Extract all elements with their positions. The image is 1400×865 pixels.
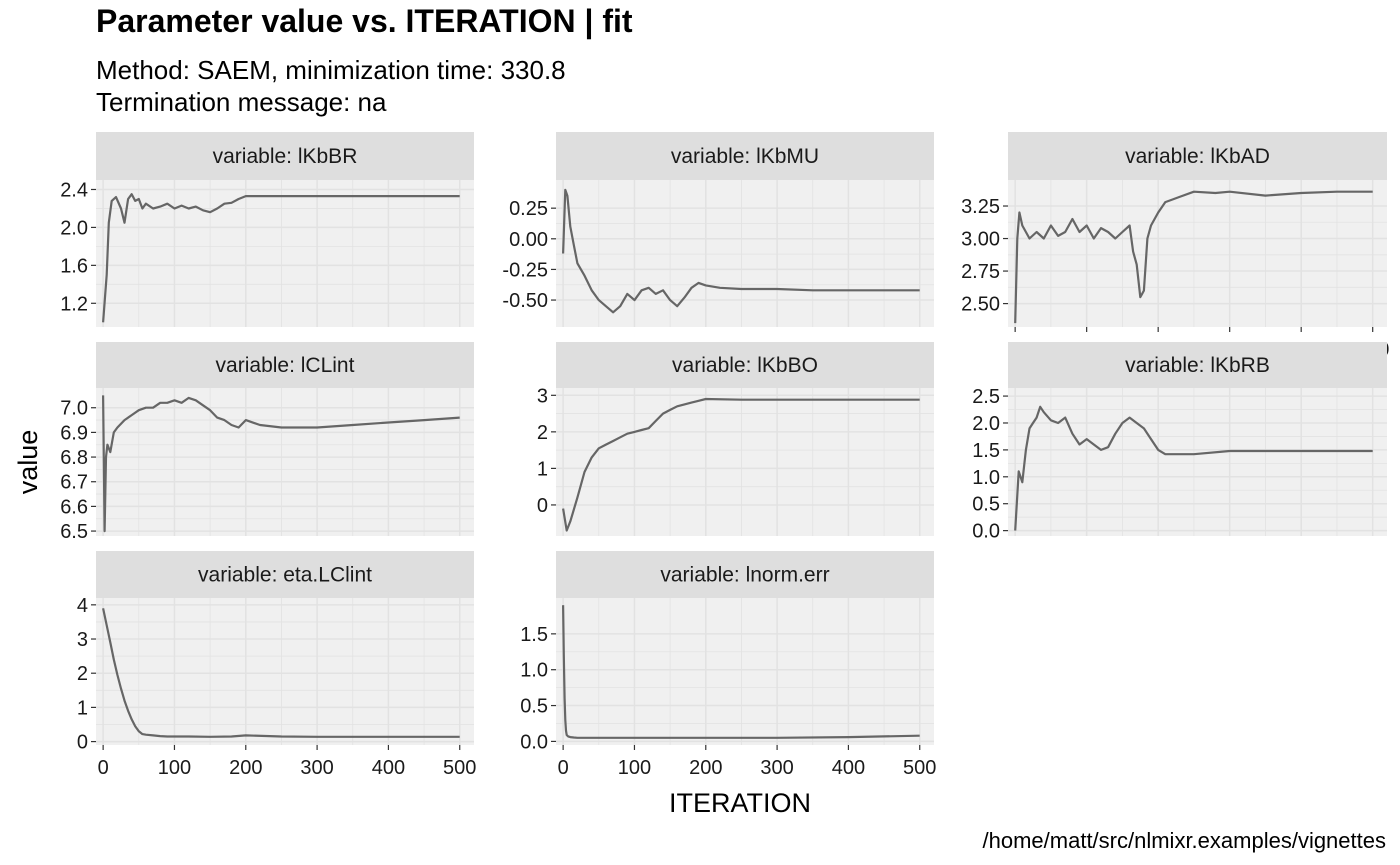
facet-strip-label: variable: lCLint (216, 354, 355, 377)
y-tick-label: 1 (537, 458, 548, 480)
y-tick-label: -0.50 (502, 290, 548, 312)
facet-panel (556, 180, 934, 327)
x-tick-label: 300 (760, 757, 793, 779)
facet-panel (556, 388, 934, 536)
facet-panel (1008, 180, 1387, 327)
facet-strip-label: variable: eta.LClint (198, 564, 372, 587)
y-tick-label: 0.0 (972, 521, 1000, 543)
y-tick-label: 4 (77, 595, 88, 617)
x-tick-label: 500 (443, 757, 476, 779)
y-tick-label: 2 (77, 663, 88, 685)
facet-panel (96, 598, 474, 745)
facet-strip-label: variable: lnorm.err (660, 564, 829, 587)
x-tick-label: 100 (618, 757, 651, 779)
x-tick-label: 400 (832, 757, 865, 779)
series-line (102, 395, 460, 533)
y-tick-label: 2.0 (972, 413, 1000, 435)
series-line (1014, 405, 1373, 531)
y-tick-label: 6.6 (60, 496, 88, 518)
y-tick-label: 1.6 (60, 255, 88, 277)
y-tick-label: 3.00 (961, 229, 1000, 251)
y-tick-label: 3.25 (961, 196, 1000, 218)
y-tick-label: -0.25 (502, 259, 548, 281)
y-tick-label: 1.5 (520, 624, 548, 646)
y-tick-label: 0.5 (972, 494, 1000, 516)
series-line (562, 397, 920, 532)
y-tick-label: 2.50 (961, 294, 1000, 316)
y-tick-label: 3 (537, 385, 548, 407)
y-tick-label: 6.5 (60, 521, 88, 543)
x-axis-title: ITERATION (669, 788, 811, 818)
facet-strip-label: variable: lKbAD (1125, 145, 1270, 168)
y-tick-label: 0.0 (520, 731, 548, 753)
y-tick-label: 0 (537, 495, 548, 517)
y-tick-label: 3 (77, 629, 88, 651)
facet-panel (96, 180, 474, 327)
y-tick-label: 0.25 (509, 198, 548, 220)
y-tick-label: 6.8 (60, 447, 88, 469)
y-tick-label: 6.9 (60, 422, 88, 444)
x-tick-label: 100 (158, 757, 191, 779)
series-line (562, 188, 920, 314)
y-tick-label: 0.00 (509, 229, 548, 251)
chart-subtitle-method: Method: SAEM, minimization time: 330.8 (96, 55, 566, 85)
x-tick-label: 0 (98, 757, 109, 779)
y-tick-label: 1 (77, 697, 88, 719)
chart-subtitle-termination: Termination message: na (96, 87, 387, 117)
facet-strip (556, 551, 934, 598)
x-tick-label: 400 (372, 757, 405, 779)
facet-strip-label: variable: lKbRB (1125, 354, 1270, 377)
y-tick-label: 1.2 (60, 293, 88, 315)
facet-strip-label: variable: lKbBO (672, 354, 818, 377)
facet-strip (556, 132, 934, 180)
y-tick-label: 2.4 (60, 179, 88, 201)
facet-strip (96, 342, 474, 388)
facet-strip (556, 342, 934, 388)
y-tick-label: 1.5 (972, 440, 1000, 462)
y-tick-label: 0 (77, 732, 88, 754)
series-line (102, 193, 460, 323)
facet-strip (1008, 342, 1387, 388)
facet-strip-label: variable: lKbMU (671, 145, 819, 168)
series-line (102, 608, 460, 738)
y-tick-label: 2.5 (972, 386, 1000, 408)
facet-strip (96, 132, 474, 180)
series-line (562, 605, 920, 739)
x-tick-label: 200 (689, 757, 722, 779)
y-tick-label: 1.0 (520, 660, 548, 682)
y-tick-label: 2.75 (961, 261, 1000, 283)
y-tick-label: 6.7 (60, 472, 88, 494)
x-tick-label: 300 (300, 757, 333, 779)
file-path-caption: /home/matt/src/nlmixr.examples/vignettes (982, 828, 1386, 853)
y-axis-title: value (13, 430, 43, 495)
facet-panel (556, 598, 934, 745)
chart-title: Parameter value vs. ITERATION | fit (96, 3, 633, 39)
facet-panel (1008, 388, 1387, 536)
x-tick-label: 200 (229, 757, 262, 779)
facet-strip (1008, 132, 1387, 180)
y-tick-label: 7.0 (60, 398, 88, 420)
facet-strip-label: variable: lKbBR (213, 145, 358, 168)
y-tick-label: 2 (537, 422, 548, 444)
facet-panel (96, 388, 474, 536)
y-tick-label: 1.0 (972, 467, 1000, 489)
y-tick-label: 2.0 (60, 217, 88, 239)
y-tick-label: 0.5 (520, 696, 548, 718)
series-line (1014, 190, 1373, 324)
facet-strip (96, 551, 474, 598)
x-tick-label: 500 (903, 757, 936, 779)
x-tick-label: 0 (558, 757, 569, 779)
